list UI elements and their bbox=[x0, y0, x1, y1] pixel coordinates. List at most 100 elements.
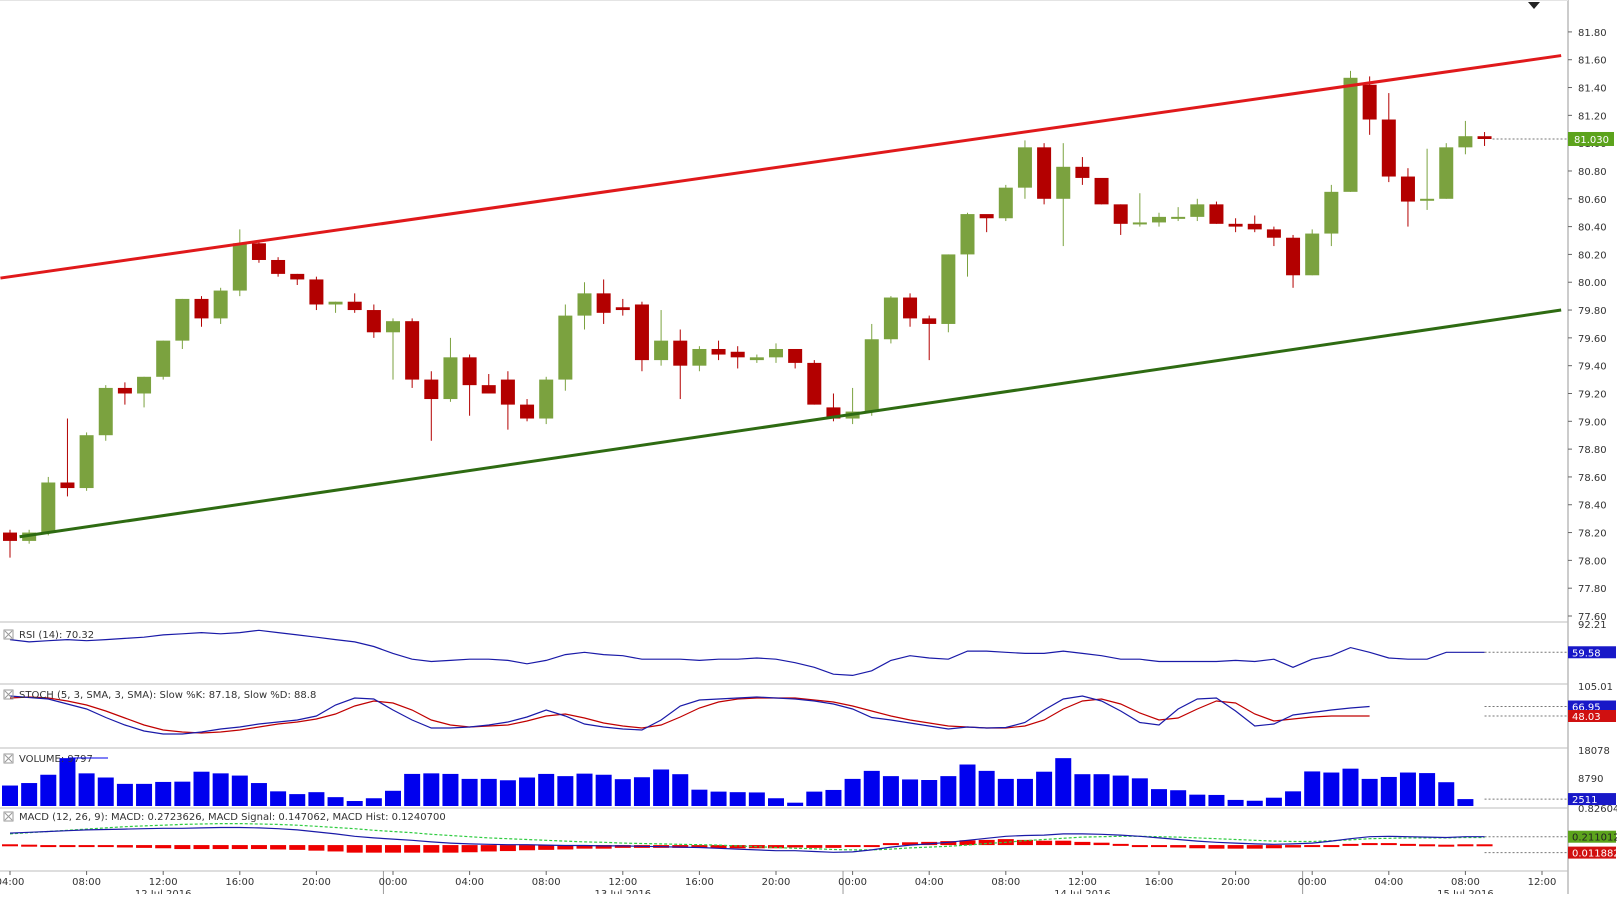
candle bbox=[1362, 76, 1377, 135]
time-tick-label: 00:00 bbox=[1298, 877, 1327, 888]
volume-bar bbox=[1131, 778, 1148, 806]
candle bbox=[1286, 234, 1301, 288]
candle-body bbox=[60, 482, 75, 489]
price-tick-label: 81.60 bbox=[1578, 56, 1607, 67]
volume-bar bbox=[940, 776, 957, 806]
volume-bar bbox=[385, 790, 401, 806]
volume-bar bbox=[365, 798, 382, 806]
volume-bar bbox=[825, 789, 842, 806]
candle bbox=[941, 254, 956, 333]
volume-bar bbox=[595, 774, 612, 806]
candle bbox=[462, 354, 477, 416]
candle-body bbox=[1132, 222, 1147, 225]
candle bbox=[960, 212, 975, 277]
candle bbox=[864, 323, 879, 416]
candle bbox=[749, 354, 764, 363]
candle bbox=[41, 476, 56, 536]
macd-hist-bar bbox=[940, 841, 957, 846]
candle-body bbox=[405, 321, 420, 380]
candle bbox=[1324, 184, 1339, 247]
macd-hist-bar bbox=[1189, 845, 1206, 849]
candle-body bbox=[1152, 216, 1166, 223]
candle-body bbox=[1381, 119, 1396, 177]
candle-body bbox=[807, 362, 822, 405]
macd-hist-bar bbox=[442, 845, 459, 853]
macd-hist-bar bbox=[557, 845, 574, 850]
candle-body bbox=[1171, 216, 1186, 219]
candle-body bbox=[481, 385, 496, 394]
candle bbox=[520, 399, 535, 422]
candle bbox=[596, 279, 611, 324]
price-tick-label: 80.20 bbox=[1578, 250, 1607, 261]
candle-body bbox=[98, 387, 113, 436]
candle bbox=[730, 346, 745, 369]
volume-bar bbox=[1016, 778, 1033, 806]
current-price-badge bbox=[1568, 131, 1614, 146]
candle bbox=[309, 276, 324, 311]
candle bbox=[79, 432, 94, 491]
candle bbox=[634, 301, 649, 372]
price-axis-strip bbox=[1568, 0, 1617, 894]
candle bbox=[845, 387, 860, 425]
candle bbox=[1458, 120, 1473, 155]
candle-body bbox=[1439, 147, 1454, 199]
volume-bar bbox=[1457, 799, 1474, 806]
candle bbox=[1381, 93, 1396, 183]
time-tick-label: 08:00 bbox=[1451, 877, 1480, 888]
volume-value-label: 2511 bbox=[1572, 795, 1597, 806]
volume-bar bbox=[1151, 789, 1167, 806]
macd-hist-bar bbox=[1016, 839, 1033, 846]
stoch-d-line bbox=[9, 696, 1370, 734]
candle bbox=[1343, 70, 1358, 192]
macd-hist-bar bbox=[1438, 844, 1455, 847]
candle-body bbox=[1056, 166, 1071, 199]
volume-bar bbox=[614, 779, 631, 806]
candle bbox=[577, 282, 592, 330]
volume-bar bbox=[748, 792, 765, 806]
close-icon bbox=[4, 754, 13, 763]
upper-trendline bbox=[0, 54, 1562, 280]
price-tick-label: 79.20 bbox=[1578, 389, 1607, 400]
volume-bar bbox=[442, 773, 459, 806]
candle-body bbox=[1075, 166, 1090, 178]
volume-bar bbox=[519, 777, 536, 806]
candle-body bbox=[1286, 237, 1301, 276]
candle-body bbox=[769, 348, 783, 358]
volume-bar bbox=[1093, 774, 1110, 806]
volume-bar bbox=[1304, 771, 1321, 806]
volume-bar bbox=[136, 783, 153, 806]
candle bbox=[673, 329, 688, 400]
candle bbox=[366, 304, 381, 338]
volume-bar bbox=[1208, 794, 1225, 806]
candle-body bbox=[1266, 229, 1281, 238]
candle-body bbox=[960, 214, 975, 255]
volume-bar bbox=[1285, 791, 1302, 806]
volume-bar bbox=[40, 774, 57, 806]
volume-bar bbox=[787, 802, 804, 806]
time-tick-label: 16:00 bbox=[1145, 877, 1174, 888]
pane-close-icon bbox=[3, 629, 14, 640]
volume-bar bbox=[212, 773, 229, 806]
candle bbox=[1171, 207, 1186, 222]
volume-bar bbox=[672, 774, 689, 806]
candle bbox=[903, 293, 918, 327]
price-tick-label: 77.60 bbox=[1578, 612, 1607, 623]
candle bbox=[156, 340, 171, 380]
candle-body bbox=[596, 293, 611, 313]
lower-trendline bbox=[19, 308, 1562, 539]
volume-bar bbox=[327, 797, 344, 806]
macd-hist-bar bbox=[844, 845, 861, 848]
candle-body bbox=[213, 290, 228, 319]
macd-hist-bar bbox=[174, 845, 191, 850]
candle bbox=[232, 229, 247, 297]
time-tick-label: 04:00 bbox=[0, 877, 24, 888]
stoch-label: STOCH (5, 3, SMA, 3, SMA): Slow %K: 87.1… bbox=[19, 690, 316, 701]
candle-body bbox=[347, 301, 362, 311]
candle-body bbox=[443, 357, 458, 400]
candle bbox=[539, 376, 554, 425]
macd-hist-bar bbox=[1246, 845, 1263, 849]
price-tick-label: 78.00 bbox=[1578, 556, 1607, 567]
macd-hist-bar bbox=[1131, 845, 1148, 848]
stoch-k-line bbox=[9, 695, 1370, 735]
